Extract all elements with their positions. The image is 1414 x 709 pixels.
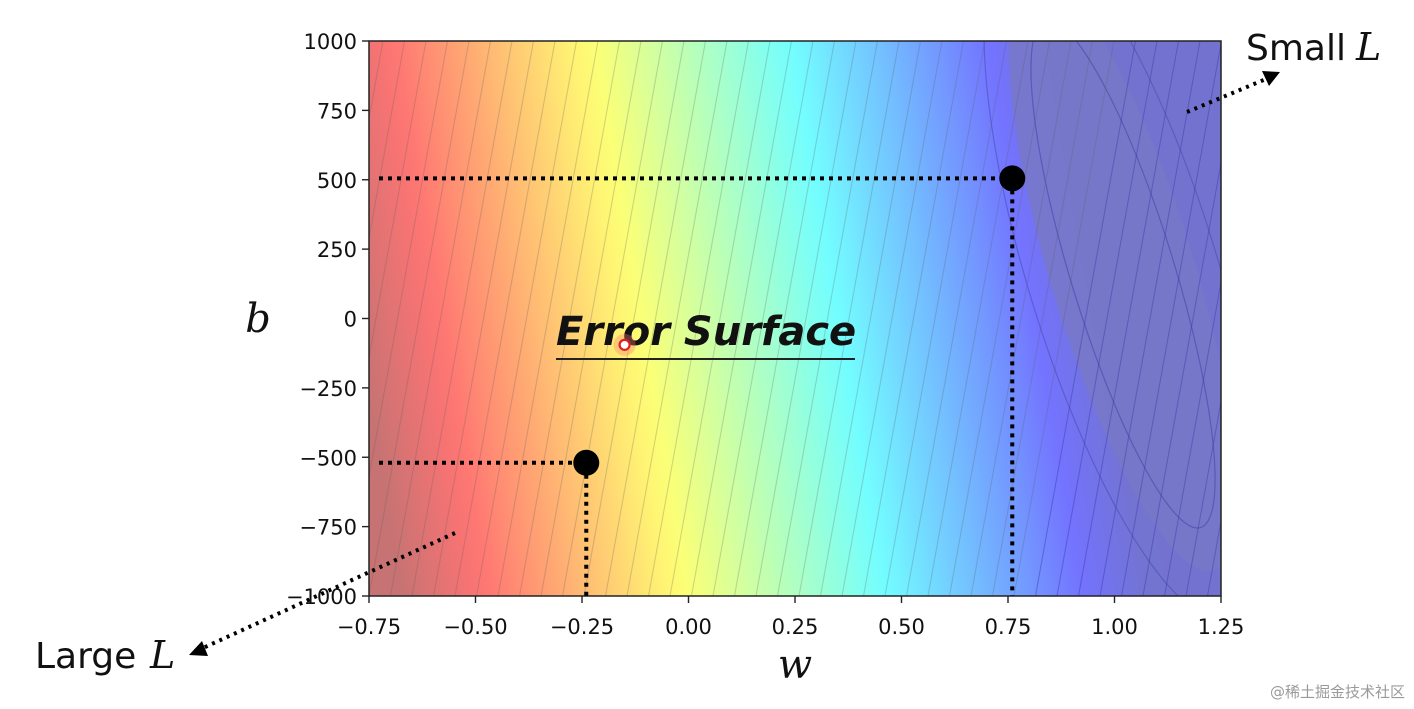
contour-line	[1056, 41, 1158, 596]
contour-line	[369, 41, 406, 242]
y-tick-label: 500	[317, 169, 357, 193]
contour-line	[841, 41, 943, 596]
contour-line	[669, 41, 771, 596]
large-loss-label: Large	[35, 636, 136, 677]
large-loss-symbol: L	[149, 633, 175, 677]
contour-line	[1013, 41, 1115, 596]
contour-line	[948, 41, 1051, 596]
contour-line	[1163, 279, 1221, 596]
contour-line	[991, 41, 1094, 596]
x-tick-label: 0.50	[878, 615, 925, 639]
contour-line	[432, 41, 535, 596]
contour-line	[1185, 398, 1221, 596]
contour-line	[690, 41, 793, 596]
contour-line	[776, 41, 879, 596]
y-tick-label: 0	[344, 308, 357, 332]
small-loss-symbol: L	[1355, 25, 1381, 69]
x-tick-label: 0.00	[665, 615, 712, 639]
contour-line	[540, 41, 642, 596]
small-loss-arrowhead	[1262, 71, 1280, 86]
y-tick-label: −1000	[286, 585, 357, 609]
valley-contour	[1030, 41, 1216, 529]
x-tick-label: −0.50	[443, 615, 507, 639]
cursor-marker	[618, 338, 631, 351]
contour-line	[1251, 41, 1351, 596]
contour-line	[819, 41, 922, 596]
y-tick-label: −500	[299, 446, 357, 470]
x-tick-label: 1.00	[1091, 615, 1138, 639]
contour-line	[1206, 517, 1221, 596]
contour-line	[475, 41, 578, 596]
x-tick-label: 1.25	[1198, 615, 1245, 639]
x-tick-label: −0.75	[337, 615, 401, 639]
contour-line	[905, 41, 1008, 596]
contour-line	[884, 41, 986, 596]
contour-line	[755, 41, 857, 596]
contour-line	[369, 41, 449, 480]
contour-line	[970, 41, 1072, 596]
contour-line	[1077, 41, 1180, 596]
chart-title: Error Surface	[556, 309, 856, 355]
contour-line	[1034, 41, 1137, 596]
valley-region	[1009, 41, 1221, 572]
contour-line	[583, 41, 685, 596]
contour-line	[369, 41, 470, 596]
contour-line	[369, 41, 427, 361]
contour-line	[389, 41, 492, 596]
contour-line	[626, 41, 728, 596]
x-tick-label: 0.75	[985, 615, 1032, 639]
y-tick-label: −250	[299, 377, 357, 401]
y-tick-label: 1000	[304, 30, 357, 54]
contour-line	[1229, 41, 1329, 596]
y-tick-label: −750	[299, 516, 357, 540]
contour-line	[862, 41, 965, 596]
contour-line	[733, 41, 836, 596]
contour-line	[561, 41, 664, 596]
y-tick-label: 750	[317, 99, 357, 123]
x-tick-label: 0.25	[772, 615, 819, 639]
contour-line	[1142, 159, 1221, 596]
small-loss-label: Small	[1246, 28, 1346, 69]
watermark: @稀土掘金技术社区	[1270, 683, 1405, 701]
large-loss-arrow	[202, 531, 456, 650]
y-tick-label: 250	[317, 238, 357, 262]
parameter-point	[999, 165, 1026, 192]
valley-contour	[983, 41, 1221, 596]
x-tick-label: −0.25	[550, 615, 614, 639]
large-loss-arrowhead	[189, 641, 208, 656]
contour-line	[927, 41, 1029, 596]
parameter-point	[573, 449, 600, 476]
contour-line	[604, 41, 707, 596]
contour-line	[712, 41, 814, 596]
small-loss-arrow	[1186, 77, 1267, 114]
contour-line	[647, 41, 750, 596]
contour-line	[497, 41, 599, 596]
contour-line	[1099, 41, 1201, 596]
contour-line	[1120, 41, 1221, 596]
contour-line	[518, 41, 621, 596]
contour-line	[798, 41, 900, 596]
contour-line	[454, 41, 556, 596]
surface-layer	[369, 41, 1351, 596]
x-axis-label: w	[778, 642, 812, 688]
y-axis-label: b	[245, 296, 271, 342]
contour-line	[411, 41, 513, 596]
